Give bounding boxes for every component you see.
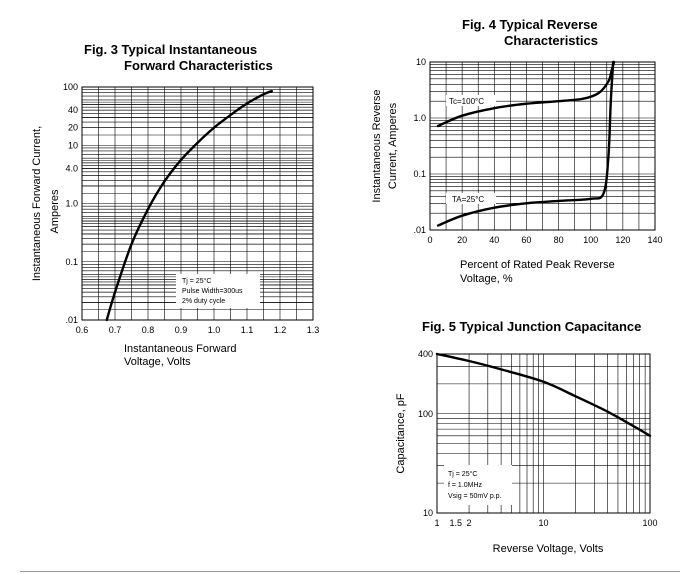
fig3-ytick-label: 0.1 [65,257,78,267]
fig4-ytick-label: 10 [416,57,426,67]
fig5-xtick-label: 100 [642,518,657,528]
fig3-xlabel-line2: Voltage, Volts [124,356,191,368]
fig4-title-line1: Fig. 4 Typical Reverse [462,17,598,32]
fig4-xtick-label: 40 [489,235,499,245]
fig4-series-line [436,60,616,128]
fig3-note-box [176,274,260,308]
fig5-title-line1: Fig. 5 Typical Junction Capacitance [422,319,642,334]
fig3-xtick-label: 0.6 [76,325,89,335]
fig4-xtick-label: 100 [583,235,598,245]
fig3-series-line [105,89,273,322]
fig4-xtick-label: 0 [427,235,432,245]
fig3-grid [81,86,314,321]
fig4-series-label-ta: TA=25°C [452,195,484,204]
fig3-xtick-label: 1.2 [274,325,287,335]
fig3-note-line: Pulse Width=300us [182,288,243,295]
fig4-xlabel: Percent of Rated Peak Reverse [460,259,615,271]
fig4-title-line2: Characteristics [504,33,598,48]
fig4-ylabel: Instantaneous Reverse [371,89,383,202]
fig5-ytick-label: 10 [423,508,433,518]
fig4-ylabel-line2: Current, Amperes [387,102,399,189]
fig3-xtick-label: 1.3 [307,325,320,335]
fig3-ytick-label: 100 [63,82,78,92]
fig5-note-line: Tj = 25°C [448,470,477,478]
fig5-ytick-label: 100 [418,409,433,419]
fig3-ytick-label: 4.0 [65,163,78,173]
fig4-title: Fig. 4 Typical Reverse Characteristics [462,17,598,49]
fig4-xtick-label: 80 [554,235,564,245]
fig4-ytick-label: .01 [413,225,426,235]
fig4-series-line [436,60,615,227]
fig4-xtick-label: 120 [615,235,630,245]
fig5-ylabel: Capacitance, pF [395,393,407,473]
fig5-note-line: Vsig = 50mV p.p. [448,493,502,500]
fig5-xlabel: Reverse Voltage, Volts [493,543,604,555]
fig5-ytick-label: 400 [418,349,433,359]
fig5-series-line [435,352,652,437]
fig3-xtick-label: 0.7 [109,325,122,335]
fig5-note-box [444,465,512,505]
fig3-note-line: 2% duty cycle [182,298,225,305]
fig4-ytick-label: 0.1 [413,169,426,179]
fig3-xtick-label: 1.0 [208,325,221,335]
fig3-note-line: Tj = 25°C [182,277,211,285]
fig4-xtick-label: 20 [457,235,467,245]
fig3-chart: 0.6 0.7 0.8 0.9 1.0 1.1 1.2 1.3 100 40 20 10 4.0 1.0 0… [31,82,319,368]
fig3-ylabel-line2: Amperes [49,189,61,234]
fig3-ytick-label: 40 [68,105,78,115]
fig4-ytick-label: 1.0 [413,113,426,123]
fig5-xtick-label: 1.5 [449,518,462,528]
fig5-note-line: f = 1.0MHz [448,482,483,489]
fig4-grid [429,61,656,231]
fig5-chart: 1 1.5 2 10 100 400 100 10 Reverse Voltage, Volts… [395,349,658,555]
fig3-ytick-label: 20 [68,123,78,133]
fig3-ytick-label: 1.0 [65,199,78,209]
fig3-ylabel: Instantaneous Forward Current, [31,126,43,281]
fig3-title-line1: Fig. 3 Typical Instantaneous [84,42,258,57]
fig3-xtick-label: 0.8 [142,325,155,335]
fig5-xtick-label: 1 [434,518,439,528]
fig4-label-bg-tc [446,95,496,106]
fig4-plot-frame [429,61,656,231]
fig5-xtick-label: 10 [538,518,548,528]
fig4-label-bg-ta [446,193,496,204]
fig4-xtick-label: 60 [521,235,531,245]
fig5-plot-frame [436,353,651,514]
fig4-xlabel-line2: Voltage, % [460,273,513,285]
fig3-plot-frame [81,86,314,321]
fig3-ytick-label: 10 [68,140,78,150]
page-bottom-rule [20,571,680,572]
fig3-ytick-label: .01 [65,315,78,325]
fig3-xtick-label: 1.1 [241,325,254,335]
fig3-title: Fig. 3 Typical Instantaneous Forward Cha… [84,42,273,74]
fig3-xlabel: Instantaneous Forward [124,343,237,355]
fig3-title-line2: Forward Characteristics [124,58,273,73]
fig5-title: Fig. 5 Typical Junction Capacitance [422,319,641,335]
fig4-chart: 0 20 40 60 80 100 120 140 10 1.0 0.1 .01 Percent of … [371,57,663,285]
fig5-xtick-label: 2 [467,518,472,528]
fig4-xtick-label: 140 [647,235,662,245]
fig4-series-label-tc: Tc=100°C [449,97,484,106]
fig3-xtick-label: 0.9 [175,325,188,335]
